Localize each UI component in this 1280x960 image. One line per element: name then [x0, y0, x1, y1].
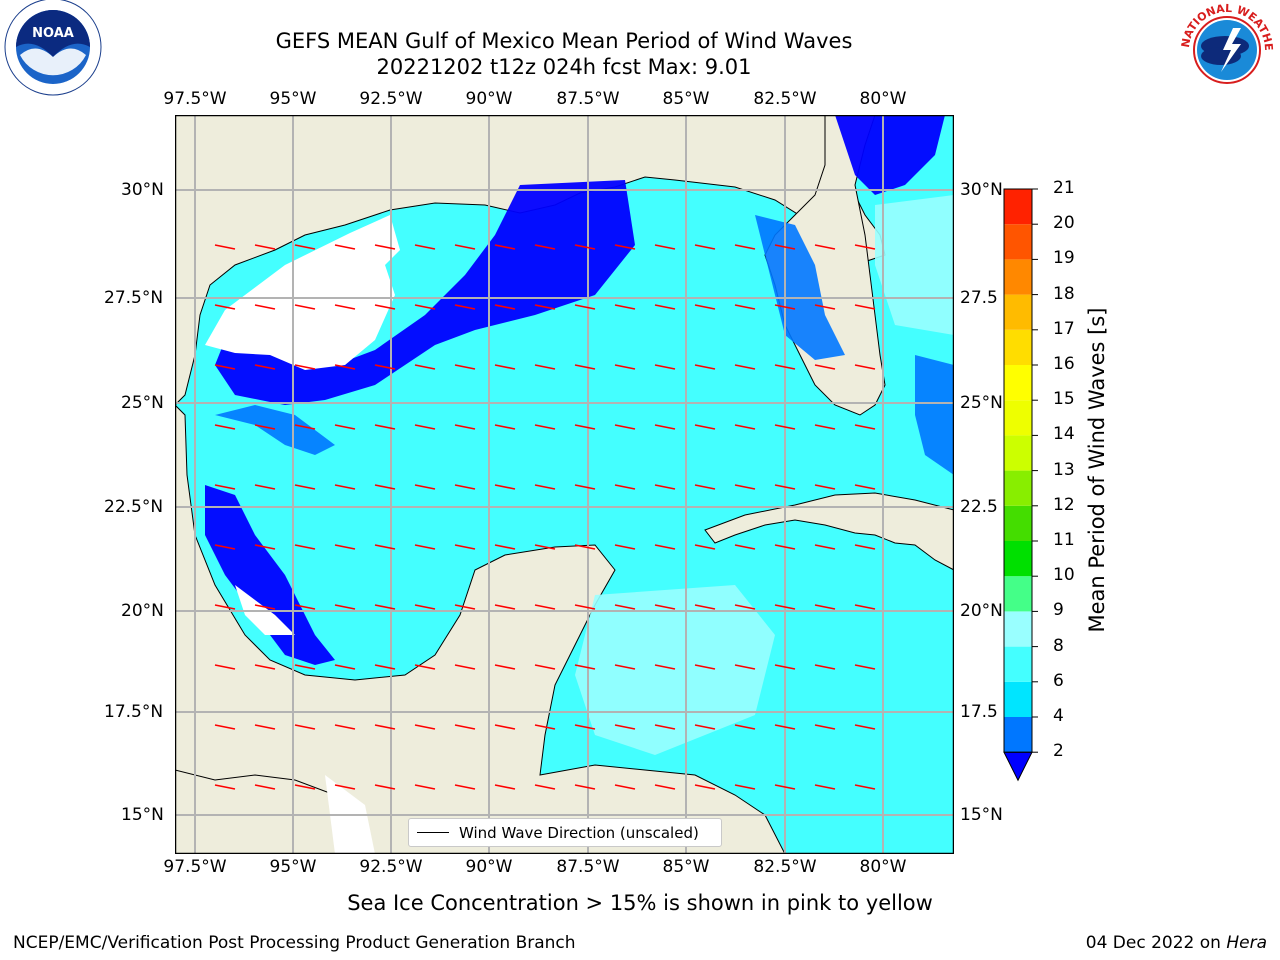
lon-label: 95°W [269, 857, 317, 877]
colorbar-segment [1004, 470, 1032, 506]
colorbar-segment [1004, 365, 1032, 401]
colorbar-tick-label: 14 [1053, 424, 1075, 445]
colorbar-segment [1004, 541, 1032, 577]
sea-ice-caption: Sea Ice Concentration > 15% is shown in … [347, 891, 933, 915]
lon-label: 87.5°W [556, 857, 620, 877]
colorbar-segment [1004, 681, 1032, 717]
lon-label: 95°W [269, 89, 317, 109]
lon-label: 80°W [859, 89, 907, 109]
lon-label: 82.5°W [753, 857, 817, 877]
colorbar-tick-label: 19 [1053, 248, 1075, 269]
colorbar-segment [1004, 646, 1032, 682]
footer-date: 04 Dec 2022 on Hera [1086, 933, 1267, 953]
colorbar-segment [1004, 329, 1032, 365]
colorbar-tick-label: 13 [1053, 459, 1075, 480]
lon-label: 85°W [662, 89, 710, 109]
lon-label: 90°W [465, 857, 513, 877]
colorbar-tick-label: 8 [1053, 635, 1064, 656]
colorbar-tick-label: 20 [1053, 213, 1075, 234]
footer-date-text: 04 Dec 2022 on [1085, 933, 1227, 953]
mexico-land [175, 404, 786, 854]
colorbar-tick-label: 2 [1053, 741, 1064, 762]
lon-label: 92.5°W [359, 857, 423, 877]
colorbar-segment [1004, 576, 1032, 612]
lat-label: 20°N [121, 601, 164, 621]
central-america-land [175, 769, 346, 854]
lon-label: 92.5°W [359, 89, 423, 109]
lat-label: 30°N [960, 180, 1003, 200]
nws-logo: NATIONAL WEATHER SERVICE [1175, 0, 1275, 97]
lat-label: 30°N [121, 180, 164, 200]
colorbar-extend-triangle [1003, 751, 1033, 782]
colorbar-segment [1004, 224, 1032, 260]
colorbar-tick-label: 4 [1053, 706, 1064, 726]
lon-label: 97.5°W [163, 857, 227, 877]
colorbar-tick-label: 17 [1053, 318, 1075, 339]
colorbar-tick-label: 15 [1053, 389, 1075, 410]
cuba-land [704, 492, 954, 571]
colorbar-segment [1004, 400, 1032, 436]
lon-label: 85°W [662, 857, 710, 877]
lon-label: 80°W [859, 857, 907, 877]
chart-title: GEFS MEAN Gulf of Mexico Mean Period of … [275, 29, 853, 53]
gulf-of-mexico-map [175, 115, 954, 854]
wind-wave-arrows [214, 244, 876, 790]
colorbar-label: Mean Period of Wind Waves [s] [1085, 307, 1109, 633]
colorbar-tick-label: 11 [1053, 530, 1075, 550]
colorbar-tick-label: 16 [1053, 354, 1075, 374]
lon-label: 87.5°W [556, 89, 620, 109]
colorbar-segment [1004, 435, 1032, 471]
lat-label: 22.5°N [104, 497, 164, 517]
colorbar [1003, 188, 1038, 782]
lat-label: 17.5 [960, 702, 998, 722]
svg-text:NOAA: NOAA [32, 26, 74, 41]
lon-label: 97.5°W [163, 89, 227, 109]
colorbar-segment [1004, 505, 1032, 541]
colorbar-tick-label: 18 [1053, 283, 1075, 304]
colorbar-segment [1004, 259, 1032, 295]
lat-label: 25°N [960, 393, 1003, 413]
chart-subtitle: 20221202 t12z 024h fcst Max: 9.01 [376, 55, 752, 79]
colorbar-tick-label: 6 [1053, 670, 1064, 691]
lat-label: 25°N [121, 393, 164, 413]
lat-label: 17.5°N [104, 702, 164, 722]
noaa-logo: NOAA [4, 0, 102, 96]
lat-label: 22.5 [960, 497, 998, 517]
colorbar-segment [1004, 189, 1032, 225]
colorbar-segment [1004, 611, 1032, 647]
lat-label: 15°N [960, 805, 1003, 825]
footer-credit: NCEP/EMC/Verification Post Processing Pr… [13, 933, 576, 953]
colorbar-tick-label: 10 [1053, 565, 1075, 586]
colorbar-tick-label: 9 [1053, 600, 1064, 621]
colorbar-segment [1004, 294, 1032, 330]
colorbar-tick-label: 21 [1053, 178, 1075, 198]
colorbar-segment [1004, 717, 1032, 753]
lat-label: 27.5 [960, 288, 998, 308]
lat-label: 20°N [960, 601, 1003, 621]
lon-label: 90°W [465, 89, 513, 109]
legend-label: Wind Wave Direction (unscaled) [459, 823, 699, 842]
map-gridlines [175, 115, 954, 854]
footer-machine: Hera [1226, 933, 1267, 953]
colorbar-tick-label: 12 [1053, 494, 1075, 515]
lon-label: 82.5°W [753, 89, 817, 109]
lat-label: 27.5°N [104, 288, 164, 308]
map-legend: Wind Wave Direction (unscaled) [408, 818, 722, 847]
legend-line-icon [417, 832, 449, 833]
lat-label: 15°N [121, 805, 164, 825]
